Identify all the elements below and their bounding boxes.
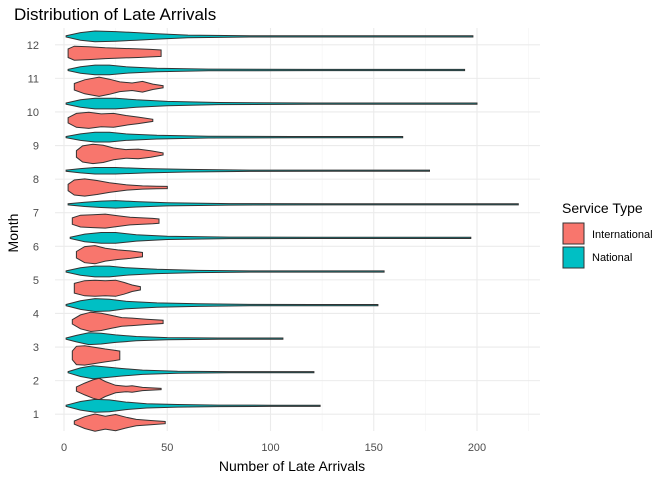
violin-national-month-5 [65, 265, 385, 278]
y-tick-label: 8 [33, 174, 39, 186]
violin-international-month-1 [73, 413, 166, 432]
violin-international-month-2 [75, 377, 162, 401]
violin-marks [65, 30, 519, 432]
y-tick-label: 3 [33, 342, 39, 354]
violin-international-month-3 [71, 345, 121, 366]
violin-international-month-10 [67, 111, 154, 129]
chart-title: Distribution of Late Arrivals [14, 5, 216, 24]
y-tick-label: 2 [33, 376, 39, 388]
violin-national-month-8 [65, 167, 430, 175]
x-tick-label: 100 [261, 442, 279, 454]
violin-national-month-7 [67, 200, 519, 209]
y-tick-label: 1 [33, 409, 39, 421]
x-tick-label: 150 [365, 442, 383, 454]
y-tick-label: 7 [33, 208, 39, 220]
violin-international-month-6 [75, 245, 143, 265]
violin-national-month-6 [69, 232, 472, 244]
legend-title: Service Type [562, 200, 643, 216]
legend-key-national [562, 246, 585, 269]
x-tick-label: 50 [161, 442, 173, 454]
violin-international-month-8 [67, 178, 168, 197]
violin-international-month-7 [71, 213, 160, 229]
violin-national-month-1 [65, 398, 321, 413]
violin-international-month-4 [71, 311, 164, 333]
y-tick-label: 11 [28, 73, 39, 85]
x-axis-title: Number of Late Arrivals [219, 458, 365, 474]
violin-international-month-12 [67, 45, 162, 61]
violin-national-month-12 [65, 30, 474, 43]
y-tick-label: 6 [33, 241, 39, 253]
violin-national-month-2 [67, 365, 315, 380]
violin-national-month-10 [65, 97, 478, 110]
x-axis-ticks: 0 50 100 150 200 [61, 442, 486, 454]
violin-national-month-9 [65, 131, 404, 143]
x-tick-label: 0 [61, 442, 67, 454]
x-tick-label: 200 [468, 442, 486, 454]
y-tick-label: 4 [33, 308, 39, 320]
legend-label-international: International [592, 229, 653, 241]
violin-international-month-11 [73, 76, 164, 97]
y-axis-title: Month [5, 214, 21, 253]
legend: Service Type International National [562, 200, 653, 269]
y-tick-label: 12 [27, 40, 39, 52]
y-tick-label: 9 [33, 141, 39, 153]
violin-national-month-3 [65, 332, 284, 346]
violin-national-month-11 [67, 64, 466, 76]
grid-lines [55, 28, 540, 431]
violin-international-month-5 [73, 279, 141, 297]
y-tick-label: 10 [27, 107, 39, 119]
legend-label-national: National [592, 252, 632, 264]
violin-national-month-4 [65, 298, 379, 313]
violin-international-month-9 [75, 143, 164, 165]
y-tick-label: 5 [33, 275, 39, 287]
legend-key-international [562, 222, 585, 245]
